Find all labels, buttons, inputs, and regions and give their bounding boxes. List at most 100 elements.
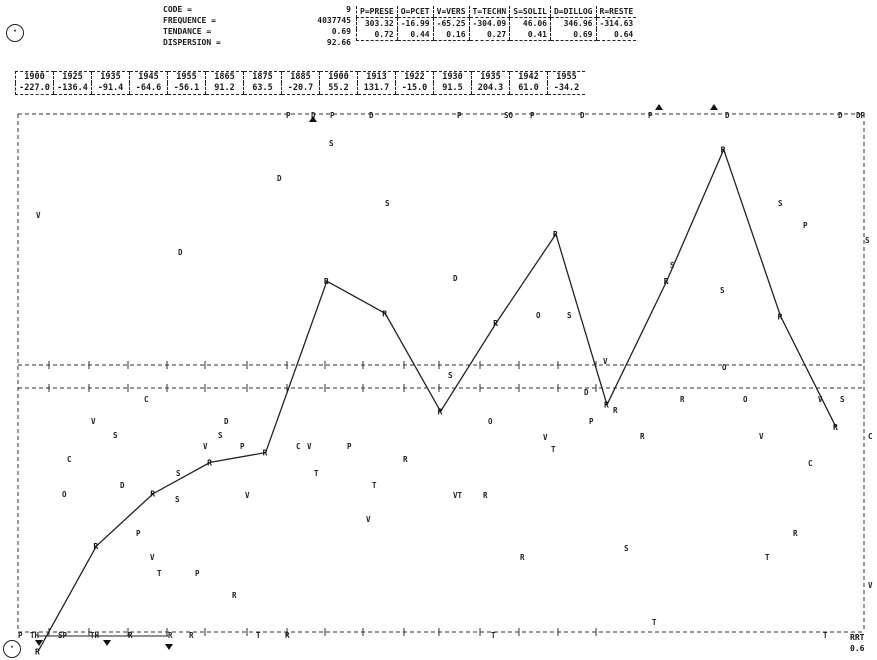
- category-letter-mark: S: [865, 236, 870, 245]
- category-letter-mark: P: [136, 529, 141, 538]
- category-letter-mark: P: [457, 111, 462, 120]
- year-value-cell: 55.2: [319, 83, 358, 95]
- category-header: V=VERS: [432, 6, 470, 18]
- year-value-cell: 131.7: [357, 83, 396, 95]
- category-ratio-row: 0.72 0.44 0.16 0.27 0.41 0.69 0.64: [356, 29, 637, 41]
- category-letter-mark: O: [722, 363, 727, 372]
- registration-circle-top: ·: [6, 24, 24, 42]
- year-cell: 1913: [357, 71, 396, 83]
- data-point-r: R: [604, 401, 609, 410]
- category-letter-mark: D: [120, 481, 125, 490]
- year-cell: 1955: [547, 71, 585, 83]
- category-value: -314.63: [595, 17, 637, 29]
- category-letter-mark: S: [218, 431, 223, 440]
- category-letter-mark: V: [36, 211, 41, 220]
- stat-label: DISPERSION =: [163, 38, 221, 47]
- category-letter-mark: R: [640, 432, 645, 441]
- category-value: 46.06: [509, 17, 551, 29]
- data-point-r: R: [207, 458, 212, 467]
- category-letter-mark: P: [347, 442, 352, 451]
- category-letter-mark: D: [584, 388, 589, 397]
- category-letter-mark: S: [176, 469, 181, 478]
- category-letter-mark: P: [330, 111, 335, 120]
- registration-circle-bottom: ·: [3, 640, 21, 658]
- header-stats: CODE = 9 FREQUENCE = 4037745 TENDANCE = …: [163, 4, 351, 48]
- year-cell: 1935: [471, 71, 510, 83]
- year-value-cell: -227.0: [15, 83, 54, 95]
- category-value: 346.96: [549, 17, 596, 29]
- year-cell: 1900: [319, 71, 358, 83]
- category-letter-mark: R: [189, 631, 194, 640]
- category-letter-mark: S: [329, 139, 334, 148]
- data-point-r: R: [553, 230, 558, 239]
- category-letter-mark: V: [307, 442, 312, 451]
- year-value-cell: -64.6: [129, 83, 168, 95]
- category-letter-mark: R: [232, 591, 237, 600]
- category-letter-mark: C: [67, 455, 72, 464]
- year-value-cell: 63.5: [243, 83, 282, 95]
- category-letter-mark: P: [589, 417, 594, 426]
- category-value: -304.09: [468, 17, 510, 29]
- data-point-r: R: [833, 423, 838, 432]
- category-header: T=TECHN: [468, 6, 510, 18]
- category-letter-mark: R: [793, 529, 798, 538]
- category-letter-mark: O: [536, 311, 541, 320]
- right-bottom-code: RRT: [850, 633, 865, 642]
- category-letter-mark: S: [385, 199, 390, 208]
- category-header: D=DILLOG: [549, 6, 596, 18]
- category-letter-mark: R: [613, 406, 618, 415]
- category-letter-mark: R: [168, 631, 173, 640]
- category-letter-mark: D: [277, 174, 282, 183]
- category-letter-mark: O: [488, 417, 493, 426]
- data-point-r: R: [438, 407, 443, 416]
- category-letter-mark: V: [759, 432, 764, 441]
- year-value-table: 1900 1925 1935 1945 1955 1865 1875 1885 1900 1913…: [15, 71, 585, 95]
- year-value-cell: 91.5: [433, 83, 472, 95]
- category-letter-mark: T: [256, 631, 261, 640]
- stat-label: CODE =: [163, 5, 192, 14]
- category-ratio: 0.64: [595, 29, 637, 41]
- category-letter-mark: P: [195, 569, 200, 578]
- category-letter-mark: D: [838, 111, 843, 120]
- category-letter-mark: S: [175, 495, 180, 504]
- stat-value: 92.66: [326, 38, 351, 47]
- data-point-r: R: [324, 277, 329, 286]
- category-letter-mark: V: [366, 515, 371, 524]
- category-letter-mark: D: [580, 111, 585, 120]
- data-point-r: R: [35, 647, 40, 656]
- category-header: O=PCET: [396, 6, 434, 18]
- category-letter-mark: S: [448, 371, 453, 380]
- year-value-cell: 91.2: [205, 83, 244, 95]
- category-ratio: 0.41: [509, 29, 551, 41]
- category-header: S=SOLIL: [509, 6, 551, 18]
- category-letter-mark: D: [178, 248, 183, 257]
- category-letter-mark: O: [62, 490, 67, 499]
- year-cell: 1900: [15, 71, 54, 83]
- category-header: P=PRESE: [356, 6, 398, 18]
- category-table: P=PRESE O=PCET V=VERS T=TECHN S=SOLIL D=…: [356, 6, 637, 41]
- category-ratio: 0.72: [356, 29, 398, 41]
- stat-label: FREQUENCE =: [163, 16, 216, 25]
- category-value-row: 303.32 -16.99 -65.25 -304.09 46.06 346.9…: [356, 17, 637, 29]
- data-point-r: R: [721, 146, 726, 155]
- year-value-row: -227.0 -136.4 -91.4 -64.6 -56.1 91.2 63.5 -20.7…: [15, 83, 585, 95]
- category-letter-mark: V: [150, 553, 155, 562]
- category-header: R=RESTE: [595, 6, 637, 18]
- year-value-cell: 204.3: [471, 83, 510, 95]
- data-point-r: R: [493, 319, 498, 328]
- category-ratio: 0.27: [468, 29, 510, 41]
- category-letter-mark: DP: [856, 111, 866, 120]
- up-arrow-icon: [309, 116, 317, 122]
- category-letter-mark: O: [743, 395, 748, 404]
- stat-row-tendance: TENDANCE = 0.69: [163, 26, 351, 37]
- year-value-cell: -136.4: [53, 83, 92, 95]
- year-cell: 1930: [433, 71, 472, 83]
- up-arrow-icon: [655, 104, 663, 110]
- category-letter-mark: T: [551, 445, 556, 454]
- category-letter-mark: C: [868, 432, 873, 441]
- stat-value: 0.69: [331, 27, 351, 36]
- category-letter-mark: S: [670, 261, 675, 270]
- category-letter-mark: T: [372, 481, 377, 490]
- category-letter-mark: P: [803, 221, 808, 230]
- category-letter-mark: P: [286, 111, 291, 120]
